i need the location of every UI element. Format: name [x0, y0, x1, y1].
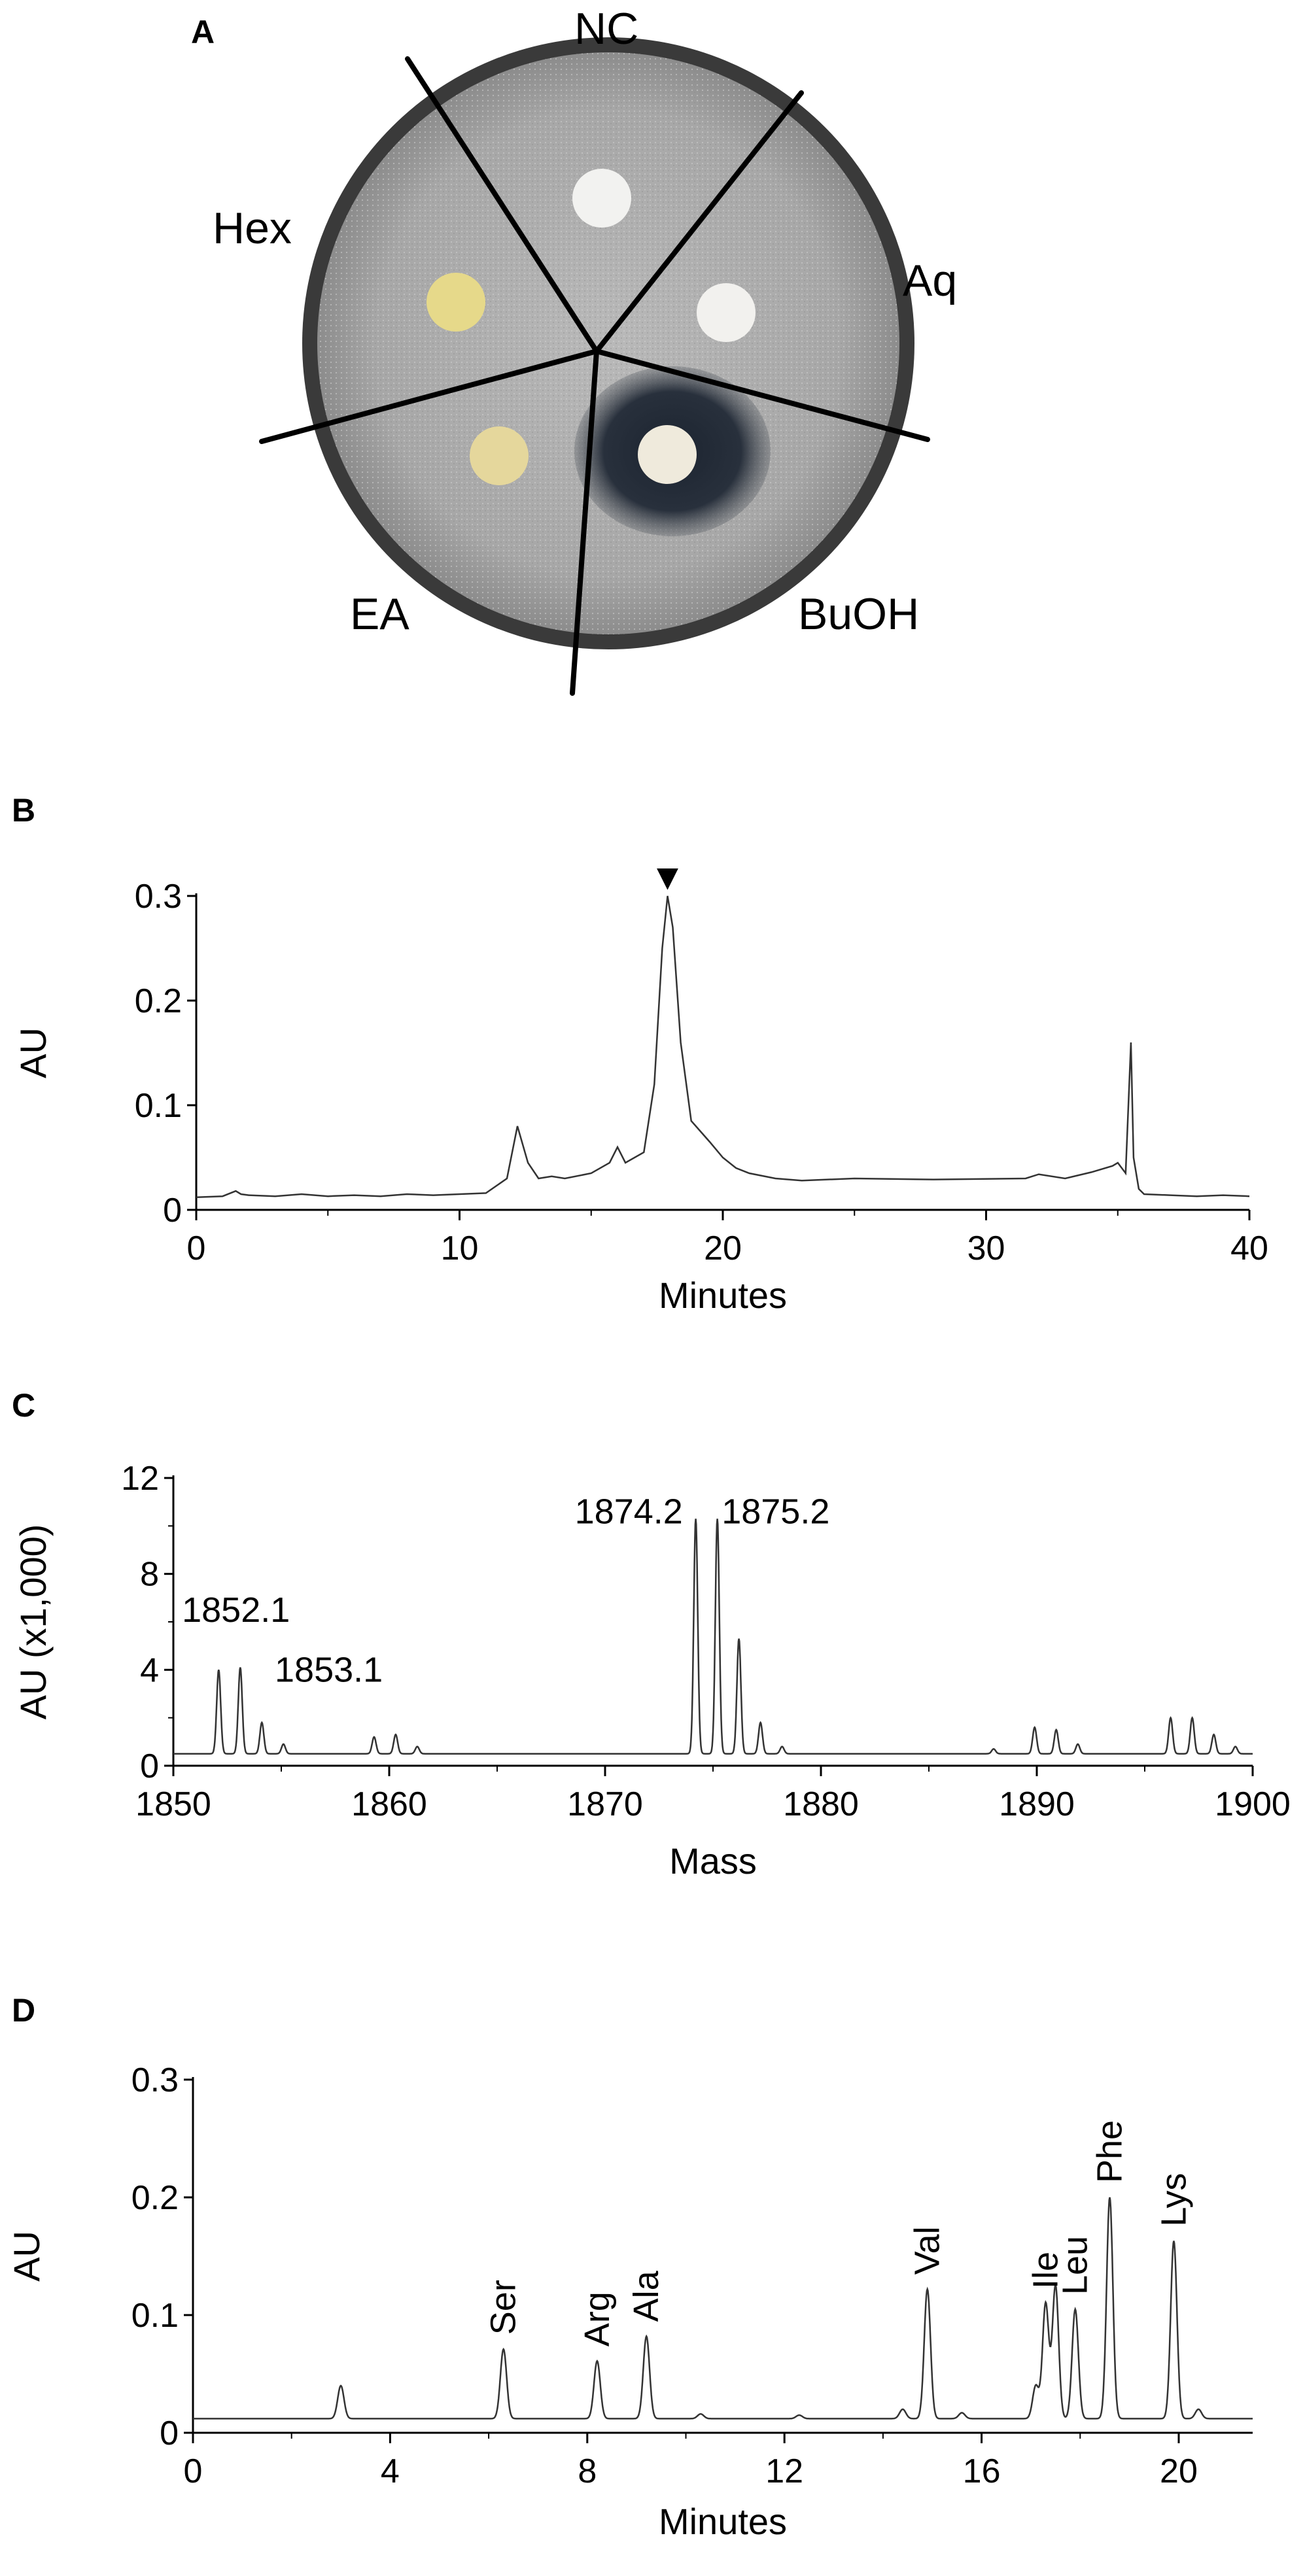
y-tick-label: 0	[140, 1747, 159, 1785]
amino-acid-label: Lys	[1154, 2173, 1193, 2227]
series-line	[196, 895, 1250, 1199]
y-tick-label: 0.1	[135, 1087, 182, 1125]
x-axis-label: Mass	[669, 1840, 757, 1881]
x-tick-label: 20	[1160, 2452, 1198, 2490]
label-ea: EA	[350, 589, 409, 639]
disc-hex	[426, 273, 485, 332]
panel-letter-a: A	[191, 14, 215, 50]
x-tick-label: 1870	[567, 1785, 643, 1823]
label-nc: NC	[574, 4, 639, 54]
peak-label: 1852.1	[182, 1590, 290, 1630]
amino-acid-label: Phe	[1090, 2120, 1129, 2183]
panel-letter-d: D	[12, 1992, 36, 2029]
x-tick-label: 1850	[135, 1785, 211, 1823]
y-axis-label: AU (x1,000)	[12, 1524, 54, 1720]
sector-lines	[259, 56, 930, 696]
label-aq: Aq	[903, 256, 958, 305]
peak-label: 1875.2	[722, 1492, 829, 1532]
y-tick-label: 0.1	[131, 2297, 179, 2335]
x-tick-label: 20	[704, 1229, 742, 1267]
label-hex: Hex	[213, 203, 292, 253]
y-tick-label: 0.3	[135, 878, 182, 916]
series-line	[173, 1519, 1253, 1755]
x-tick-label: 12	[765, 2452, 803, 2490]
x-axis-label: Minutes	[659, 2501, 787, 2542]
amino-acid-label: Ala	[627, 2270, 666, 2322]
y-tick-label: 4	[140, 1651, 159, 1689]
chart-c-mass-spectrum: 0 4 8 12 1850 1860 1870 1880 1890 1900 Mass AU (x1,…	[12, 1460, 1291, 1881]
y-tick-label: 0.3	[131, 2061, 179, 2099]
y-tick-label: 0.2	[131, 2179, 179, 2217]
panel-letter-c: C	[12, 1387, 36, 1424]
y-axis-label: AU	[6, 2231, 47, 2282]
x-tick-label: 1890	[999, 1785, 1075, 1823]
x-tick-label: 30	[967, 1229, 1005, 1267]
amino-acid-label: Ser	[484, 2280, 523, 2335]
x-tick-label: 8	[578, 2452, 597, 2490]
x-tick-label: 10	[441, 1229, 479, 1267]
amino-acid-label: Val	[908, 2226, 947, 2275]
series-line	[193, 2197, 1253, 2420]
disc-ea	[470, 426, 529, 485]
disc-buoh	[638, 425, 697, 484]
chart-d-amino-acids: 0 0.1 0.2 0.3 0 4 8 12 16 20 Minutes AU Ser Arg Ala Val…	[6, 2061, 1253, 2542]
x-tick-label: 40	[1230, 1229, 1268, 1267]
x-axis-label: Minutes	[659, 1275, 787, 1316]
amino-acid-label: Leu	[1056, 2236, 1095, 2295]
y-axis-label: AU	[12, 1027, 54, 1078]
disc-nc	[572, 169, 631, 228]
y-tick-label: 12	[121, 1460, 159, 1498]
disc-aq	[697, 283, 756, 342]
y-tick-label: 0	[163, 1192, 182, 1229]
chart-b-hplc: 0 0.1 0.2 0.3 0 10 20 30 40 Minutes AU ▼	[12, 856, 1268, 1316]
peak-label: 1874.2	[575, 1492, 683, 1532]
x-tick-label: 16	[963, 2452, 1001, 2490]
x-tick-label: 1880	[783, 1785, 859, 1823]
x-tick-label: 1900	[1215, 1785, 1291, 1823]
panel-letter-b: B	[12, 792, 36, 829]
label-buoh: BuOH	[798, 589, 920, 639]
x-tick-label: 4	[381, 2452, 400, 2490]
x-tick-label: 1860	[351, 1785, 427, 1823]
petri-dish-image	[259, 37, 930, 696]
peak-label: 1853.1	[275, 1651, 383, 1690]
x-tick-label: 0	[184, 2452, 203, 2490]
y-tick-label: 8	[140, 1556, 159, 1594]
peak-marker-arrow: ▼	[650, 856, 686, 897]
x-tick-label: 0	[187, 1229, 206, 1267]
y-tick-label: 0.2	[135, 982, 182, 1020]
amino-acid-label: Arg	[578, 2292, 617, 2346]
amino-acid-label: Ile	[1026, 2252, 1066, 2289]
y-tick-label: 0	[160, 2414, 179, 2452]
